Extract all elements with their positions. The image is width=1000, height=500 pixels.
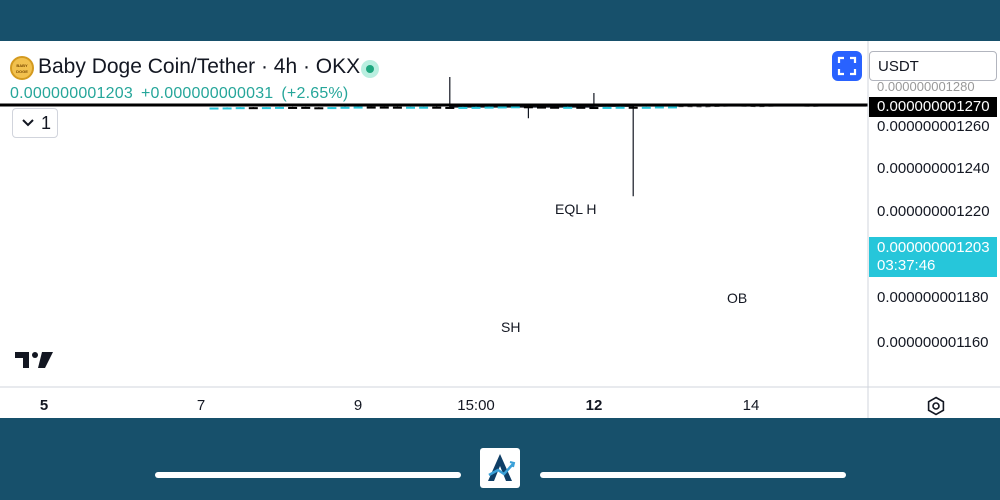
candle-body	[510, 106, 520, 109]
last-price: 0.000000001203	[10, 85, 133, 102]
app-logo	[480, 448, 520, 488]
candle-body	[419, 106, 429, 109]
candle-body	[589, 107, 599, 110]
candle-body	[668, 106, 677, 109]
price-tick: 0.000000001260	[877, 118, 990, 135]
divider-line-right	[540, 472, 846, 478]
candle-body	[275, 106, 284, 109]
candle-body	[576, 106, 586, 109]
candle-body	[288, 106, 298, 109]
eql-h-label: EQL H	[553, 201, 599, 217]
candle-body	[366, 106, 376, 109]
candle-body	[248, 107, 258, 110]
candle-body	[406, 106, 415, 109]
eql-h-line	[527, 105, 634, 197]
candle-body	[497, 106, 507, 109]
candle-body	[353, 106, 363, 109]
baby-doge-icon: BABY DOGE	[10, 56, 34, 80]
time-tick: 7	[196, 397, 206, 414]
candle-body	[327, 107, 337, 110]
collapse-indicators-button[interactable]: 1	[12, 108, 58, 138]
candle-body	[602, 106, 612, 109]
price-change-percent: (+2.65%)	[281, 85, 349, 102]
gear-icon[interactable]	[926, 396, 946, 416]
candle-body	[628, 106, 638, 109]
sh-label: SH	[499, 319, 523, 335]
candle-body	[550, 106, 560, 109]
candle-body	[261, 107, 271, 110]
fullscreen-button[interactable]	[832, 51, 862, 81]
candle-body	[340, 106, 350, 109]
candle-body	[301, 106, 311, 109]
candle-body	[537, 106, 546, 109]
candle-body	[484, 106, 494, 109]
last-price-value: 0.000000001203	[877, 239, 990, 256]
candle-body	[235, 107, 245, 110]
time-tick: 14	[742, 397, 760, 414]
tradingview-logo	[15, 352, 53, 368]
candle-body	[471, 106, 481, 109]
time-tick: 5	[39, 397, 49, 414]
price-tick: 0.000000001220	[877, 203, 990, 220]
price-summary: 0.000000001203 +0.000000000031 (+2.65%)	[10, 85, 356, 103]
price-change: +0.000000000031	[140, 85, 274, 102]
candle-body	[523, 106, 533, 109]
candle-body	[563, 106, 573, 109]
candle-body	[392, 106, 402, 109]
currency-select[interactable]: USDT	[869, 51, 997, 81]
divider-line-left	[155, 472, 461, 478]
candle-body	[379, 106, 389, 109]
price-tick: 0.000000001160	[877, 334, 989, 351]
candle-body	[222, 107, 232, 110]
candle-body	[445, 106, 455, 109]
price-tick-partial: 0.000000001280	[877, 79, 975, 94]
time-tick: 9	[353, 397, 363, 414]
candle-body	[209, 107, 219, 110]
app-logo-mark	[488, 454, 516, 481]
candle-body	[314, 107, 324, 110]
price-tick: 0.000000001180	[877, 289, 989, 306]
indicator-count: 1	[41, 113, 52, 133]
chart-card: BABY DOGE Baby Doge Coin/Tether · 4h · O…	[0, 41, 1000, 418]
price-tick: 0.000000001240	[877, 160, 990, 177]
chart-canvas[interactable]	[0, 41, 1000, 418]
candle-body	[654, 106, 664, 109]
candle-body	[641, 106, 651, 109]
sh-line	[449, 77, 595, 108]
fullscreen-icon	[837, 56, 857, 76]
chevron-down-icon	[22, 119, 34, 127]
highlight-price-badge: 0.000000001270	[869, 97, 997, 117]
candle-body	[615, 106, 625, 109]
market-open-dot	[361, 60, 379, 78]
last-price-badge: 0.000000001203 03:37:46	[869, 237, 997, 277]
ob-label: OB	[727, 290, 748, 306]
time-tick: 15:00	[457, 397, 495, 414]
symbol-title[interactable]: Baby Doge Coin/Tether · 4h · OKX	[38, 55, 361, 78]
candle-body	[458, 106, 468, 109]
candle-body	[432, 106, 442, 109]
time-tick: 12	[585, 397, 603, 414]
bar-countdown: 03:37:46	[877, 257, 936, 274]
